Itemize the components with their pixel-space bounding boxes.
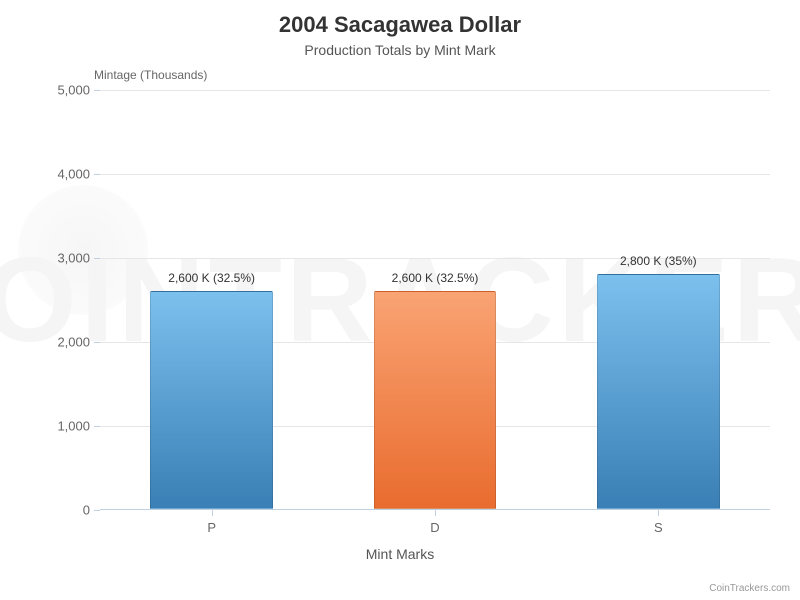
y-tick-label: 1,000 xyxy=(30,419,90,434)
x-tick-label-P: P xyxy=(207,520,216,535)
y-tick xyxy=(94,90,100,91)
y-axis-title: Mintage (Thousands) xyxy=(94,68,207,82)
y-tick-label: 3,000 xyxy=(30,251,90,266)
credits: CoinTrackers.com xyxy=(709,583,790,594)
x-tick xyxy=(658,510,659,516)
y-tick-label: 4,000 xyxy=(30,167,90,182)
chart-title: 2004 Sacagawea Dollar xyxy=(0,0,800,38)
x-tick xyxy=(212,510,213,516)
x-tick-label-S: S xyxy=(654,520,663,535)
x-axis-title: Mint Marks xyxy=(0,546,800,562)
x-tick-label-D: D xyxy=(430,520,439,535)
y-tick xyxy=(94,174,100,175)
gridline xyxy=(100,174,770,175)
gridline xyxy=(100,90,770,91)
y-tick xyxy=(94,258,100,259)
y-tick-label: 5,000 xyxy=(30,83,90,98)
bar-S xyxy=(597,274,720,509)
y-tick-label: 0 xyxy=(30,503,90,518)
bar-label-P: 2,600 K (32.5%) xyxy=(168,271,255,285)
y-tick-label: 2,000 xyxy=(30,335,90,350)
plot-area: 2,600 K (32.5%) 2,600 K (32.5%) 2,800 K (3… xyxy=(100,90,770,510)
y-tick xyxy=(94,342,100,343)
bar-D xyxy=(374,291,497,509)
y-tick xyxy=(94,510,100,511)
bar-label-S: 2,800 K (35%) xyxy=(620,254,697,268)
chart-container: 2004 Sacagawea Dollar Production Totals … xyxy=(0,0,800,600)
bar-label-D: 2,600 K (32.5%) xyxy=(392,271,479,285)
bar-P xyxy=(150,291,273,509)
chart-subtitle: Production Totals by Mint Mark xyxy=(0,42,800,58)
x-tick xyxy=(435,510,436,516)
y-tick xyxy=(94,426,100,427)
